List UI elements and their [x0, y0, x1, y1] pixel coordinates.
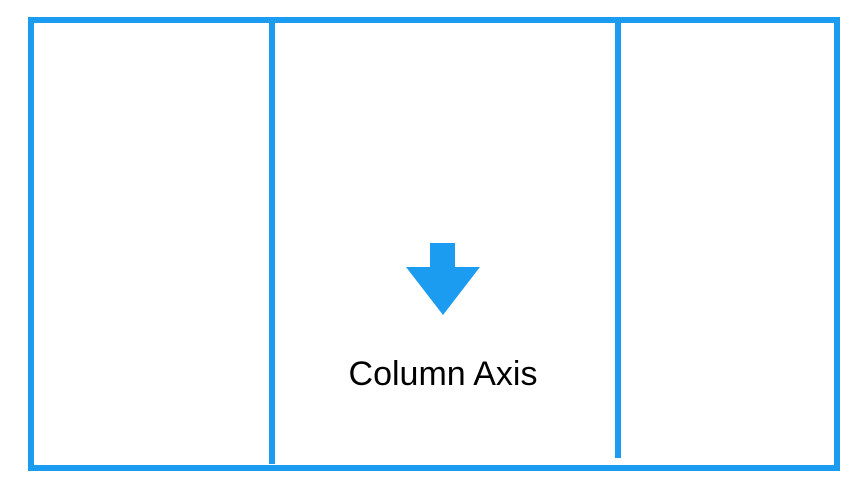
arrow-down-icon — [406, 243, 480, 315]
column-divider-right — [615, 20, 621, 458]
grid-container-frame — [28, 17, 840, 471]
column-divider-left — [269, 20, 275, 464]
column-axis-label: Column Axis — [348, 355, 538, 393]
